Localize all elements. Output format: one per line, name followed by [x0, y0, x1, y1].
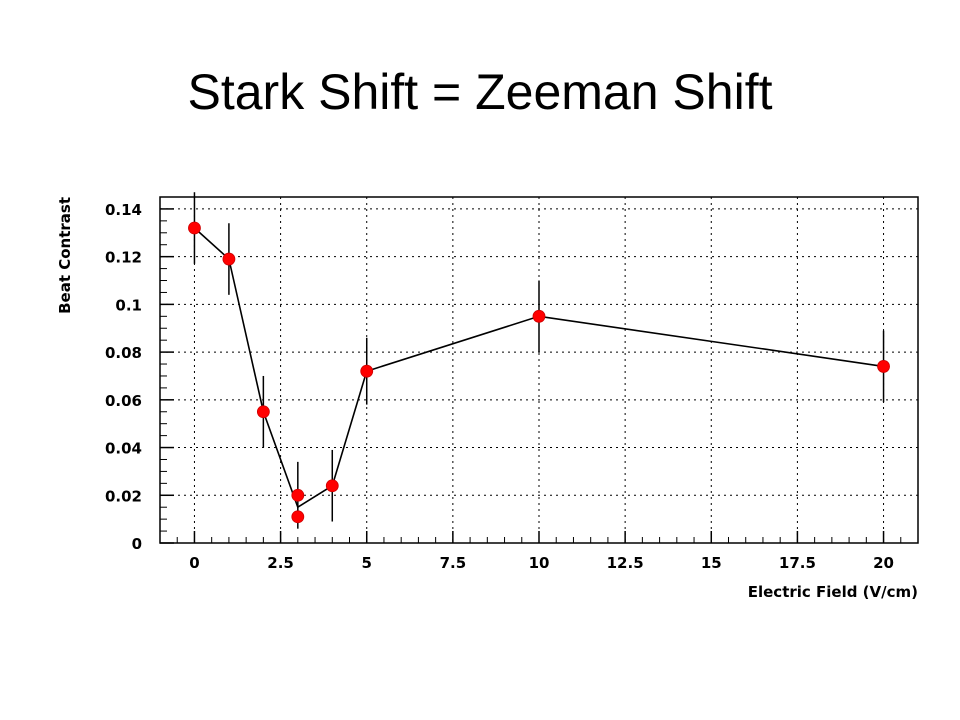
- series-line: [193, 227, 884, 509]
- data-point: [877, 360, 890, 373]
- y-tick-label: 0: [132, 535, 142, 553]
- series-polyline: [193, 227, 884, 509]
- data-points: [188, 221, 890, 524]
- x-axis-label: Electric Field (V/cm): [748, 583, 918, 601]
- y-tick-label: 0.02: [105, 487, 142, 505]
- x-tick-label: 2.5: [267, 554, 294, 572]
- data-point: [532, 309, 546, 323]
- x-tick-label: 5: [362, 554, 372, 572]
- x-tick-label: 7.5: [440, 554, 467, 572]
- y-tick-label: 0.08: [105, 344, 142, 362]
- tick-labels: 0 2.5 5 7.5 10 12.5 15 17.5 20 0 0.02 0.04 0.06 0.08 0…: [105, 201, 894, 572]
- y-tick-label: 0.04: [105, 440, 142, 458]
- x-tick-label: 10: [529, 554, 550, 572]
- x-tick-label: 0: [189, 554, 199, 572]
- y-axis-label: Beat Contrast: [56, 197, 74, 314]
- data-point: [188, 221, 201, 235]
- x-tick-label: 17.5: [779, 554, 816, 572]
- x-tick-label: 12.5: [607, 554, 644, 572]
- data-point: [360, 364, 374, 378]
- data-point: [256, 405, 270, 419]
- y-tick-label: 0.1: [115, 296, 142, 314]
- data-point: [291, 488, 305, 502]
- data-point: [291, 510, 305, 524]
- x-tick-label: 15: [701, 554, 722, 572]
- y-tick-label: 0.12: [105, 249, 142, 267]
- slide-title: Stark Shift = Zeeman Shift: [187, 64, 773, 120]
- data-point: [222, 252, 236, 266]
- grid-lines: [160, 197, 918, 544]
- x-tick-label: 20: [873, 554, 894, 572]
- data-point: [325, 479, 339, 493]
- y-tick-label: 0.14: [105, 201, 142, 219]
- y-tick-label: 0.06: [105, 392, 142, 410]
- axis-ticks: [159, 208, 919, 544]
